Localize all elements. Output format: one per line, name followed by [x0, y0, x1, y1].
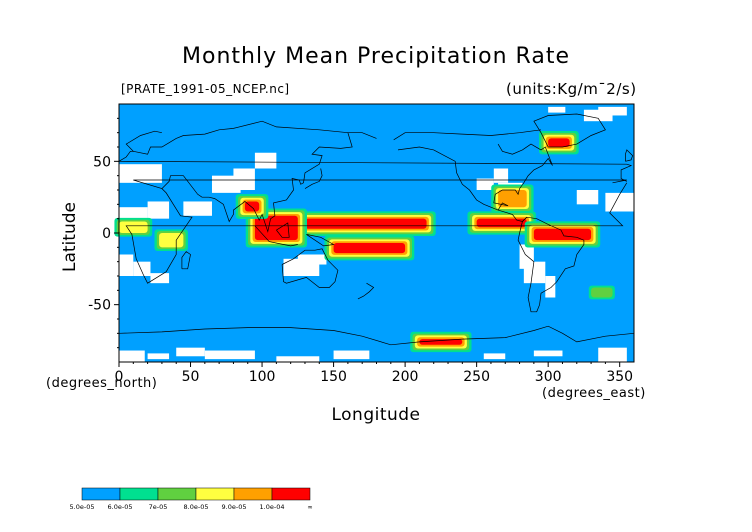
missing-cell [598, 347, 627, 362]
plot-area [114, 103, 635, 363]
x-tick-label: 200 [392, 369, 419, 385]
colorbar-label: 5.0e-05 [70, 503, 95, 511]
coastline [397, 143, 553, 211]
precip-region-itcz-west-pacific [304, 218, 427, 229]
missing-cell [119, 254, 134, 276]
missing-cell [147, 353, 170, 360]
colorbar-label: ∞ [307, 503, 312, 511]
missing-cell [598, 106, 627, 116]
y-tick-label: 50 [93, 154, 111, 170]
precip-region-east-pacific-itcz [476, 218, 527, 228]
colorbar-swatch [233, 487, 273, 501]
colorbar-swatch [119, 487, 159, 501]
missing-cell [483, 353, 506, 360]
x-tick-label: 50 [182, 369, 200, 385]
coastline [304, 168, 323, 189]
colorbar: 5.0e-05 6.0e-05 7e-05 8.0e-05 9.0e-05 1.0e-04… [70, 487, 313, 511]
colorbar-label: 6.0e-05 [108, 503, 133, 511]
precip-region-spcz [333, 243, 406, 254]
y-axis-units: (degrees_north) [46, 376, 158, 391]
missing-cell [545, 276, 556, 298]
coastline [306, 234, 335, 247]
missing-cell [254, 152, 277, 169]
coastline [625, 149, 634, 162]
precip-region-north-atlantic [548, 138, 570, 147]
x-tick-label: 300 [535, 369, 562, 385]
coastlines [117, 113, 635, 346]
missing-cell [150, 273, 170, 284]
axes: 0 50 100 150 200 250 300 350 50 0 -50 [88, 117, 633, 385]
missing-cell [476, 178, 494, 190]
x-tick-label: 250 [463, 369, 490, 385]
missing-cell [233, 168, 255, 190]
coastline [281, 248, 339, 288]
y-tick-label: 0 [102, 226, 111, 242]
x-tick-label: 150 [320, 369, 347, 385]
missing-cell [119, 350, 145, 362]
missing-cell [204, 350, 255, 360]
file-label: [PRATE_1991-05_NCEP.nc] [121, 82, 290, 96]
colorbar-swatch [157, 487, 197, 501]
missing-cell [533, 350, 563, 357]
coastline [393, 129, 542, 141]
coastline [117, 130, 633, 182]
colorbar-label: 9.0e-05 [222, 503, 247, 511]
colorbar-swatch [271, 487, 311, 501]
missing-cell [523, 261, 546, 284]
missing-cell [276, 356, 320, 362]
coastline [276, 222, 290, 238]
x-tick-label: 100 [249, 369, 276, 385]
missing-cell [297, 254, 327, 265]
coastline [161, 132, 377, 233]
missing-cell [183, 201, 212, 216]
missing-cell [605, 192, 634, 212]
coastline [533, 113, 606, 148]
x-tick-label: 0 [115, 369, 124, 385]
x-tick-label: 350 [606, 369, 633, 385]
colorbar-label: 1.0e-04 [260, 503, 285, 511]
missing-cell [119, 164, 162, 183]
coastline [517, 216, 585, 313]
missing-cell [119, 207, 148, 219]
colorbar-swatch [195, 487, 235, 501]
precip-region-maritime-continent [254, 215, 298, 241]
colorbar-swatch [81, 487, 121, 501]
missing-cell [576, 190, 599, 205]
coastline [133, 120, 348, 155]
x-axis-units: (degrees_east) [542, 386, 646, 401]
precip-region-southern-ocean-band [419, 339, 463, 345]
colorbar-label: 7e-05 [149, 503, 168, 511]
precip-region-south-atlantic-convergence [591, 287, 613, 298]
precip-region-amazon [533, 228, 592, 241]
x-axis-label: Longitude [331, 405, 421, 425]
precip-region-east-africa [159, 233, 184, 248]
missing-cell [333, 350, 370, 360]
precip-region-bay-of-bengal [244, 201, 260, 212]
coastline [118, 325, 635, 346]
precip-region-gulf-of-mexico [498, 190, 527, 208]
missing-cell [147, 201, 170, 219]
missing-cell [176, 347, 205, 357]
colorbar-label: 8.0e-05 [184, 503, 209, 511]
missing-cell [548, 106, 566, 113]
y-tick-label: -50 [88, 298, 111, 314]
precip-region-west-africa [119, 221, 148, 233]
chart-title: Monthly Mean Precipitation Rate [182, 44, 570, 69]
coastline [254, 225, 298, 247]
coastline [357, 282, 375, 300]
missing-cell [133, 261, 151, 276]
missing-cell [493, 168, 509, 183]
coastline [181, 251, 191, 270]
units-label: (units:Kg/m¯2/s) [506, 80, 637, 98]
